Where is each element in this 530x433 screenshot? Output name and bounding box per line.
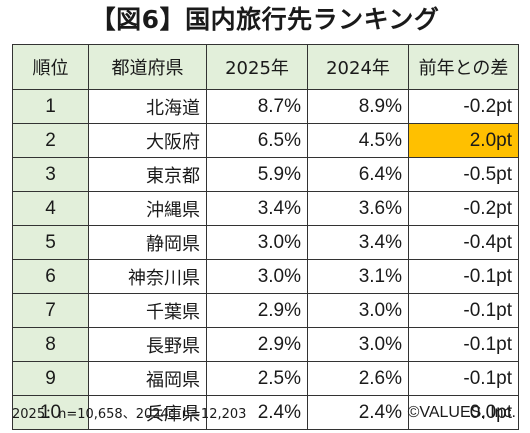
value-2025-cell: 2.9% xyxy=(206,293,308,328)
diff-cell: -0.2pt xyxy=(408,89,519,124)
column-header-2024: 2024年 xyxy=(307,44,409,90)
value-2025-cell: 2.9% xyxy=(206,327,308,362)
diff-cell: -0.1pt xyxy=(408,361,519,396)
column-header-prefecture: 都道府県 xyxy=(88,44,207,90)
diff-cell: 0.0pt xyxy=(408,395,519,430)
value-2025-cell: 5.9% xyxy=(206,157,308,192)
rank-cell: 2 xyxy=(12,123,89,158)
chart-title: 【図6】国内旅行先ランキング xyxy=(90,5,440,34)
value-2024-cell: 8.9% xyxy=(307,89,409,124)
value-2025-cell: 6.5% xyxy=(206,123,308,158)
value-2024-cell: 3.0% xyxy=(307,293,409,328)
rank-cell: 4 xyxy=(12,191,89,226)
prefecture-cell: 千葉県 xyxy=(88,293,207,328)
rank-cell: 3 xyxy=(12,157,89,192)
value-2025-cell: 3.0% xyxy=(206,259,308,294)
value-2024-cell: 3.1% xyxy=(307,259,409,294)
diff-cell: -0.2pt xyxy=(408,191,519,226)
value-2024-cell: 3.4% xyxy=(307,225,409,260)
diff-cell: -0.5pt xyxy=(408,157,519,192)
copyright: ©VALUES, Inc. xyxy=(407,404,516,421)
diff-cell: -0.1pt xyxy=(408,327,519,362)
ranking-table: 順位 都道府県 2025年 2024年 前年との差 1 北海道 8.7% 8.9% -0… xyxy=(12,44,519,430)
table-row: 6 神奈川県 3.0% 3.1% -0.1pt xyxy=(12,259,519,294)
value-2025-cell: 2.5% xyxy=(206,361,308,396)
sample-size-note: 2025：n=10,658、2024：n=12,203 xyxy=(12,407,247,422)
value-2024-cell: 6.4% xyxy=(307,157,409,192)
prefecture-cell: 東京都 xyxy=(88,157,207,192)
value-2025-cell: 8.7% xyxy=(206,89,308,124)
table-row: 2 大阪府 6.5% 4.5% 2.0pt xyxy=(12,123,519,158)
value-2024-cell: 4.5% xyxy=(307,123,409,158)
table-row: 7 千葉県 2.9% 3.0% -0.1pt xyxy=(12,293,519,328)
prefecture-cell: 兵庫県 xyxy=(88,395,207,430)
prefecture-cell: 福岡県 xyxy=(88,361,207,396)
prefecture-cell: 沖縄県 xyxy=(88,191,207,226)
diff-cell: -0.1pt xyxy=(408,259,519,294)
table-row: 5 静岡県 3.0% 3.4% -0.4pt xyxy=(12,225,519,260)
rank-cell: 7 xyxy=(12,293,89,328)
diff-cell: -0.1pt xyxy=(408,293,519,328)
table-body: 1 北海道 8.7% 8.9% -0.2pt 2 大阪府 6.5% 4.5% 2.0pt 3 東京都 5… xyxy=(12,89,519,430)
value-2024-cell: 2.4% xyxy=(307,395,409,430)
prefecture-cell: 北海道 xyxy=(88,89,207,124)
table-header-row: 順位 都道府県 2025年 2024年 前年との差 xyxy=(12,44,519,90)
column-header-2025: 2025年 xyxy=(206,44,308,90)
value-2024-cell: 3.6% xyxy=(307,191,409,226)
table-row: 9 福岡県 2.5% 2.6% -0.1pt xyxy=(12,361,519,396)
diff-cell: -0.4pt xyxy=(408,225,519,260)
table-row: 8 長野県 2.9% 3.0% -0.1pt xyxy=(12,327,519,362)
rank-cell: 5 xyxy=(12,225,89,260)
prefecture-cell: 静岡県 xyxy=(88,225,207,260)
table-row: 3 東京都 5.9% 6.4% -0.5pt xyxy=(12,157,519,192)
value-2025-cell: 2.4% xyxy=(206,395,308,430)
prefecture-cell: 長野県 xyxy=(88,327,207,362)
prefecture-cell: 神奈川県 xyxy=(88,259,207,294)
value-2025-cell: 3.4% xyxy=(206,191,308,226)
column-header-diff: 前年との差 xyxy=(408,44,519,90)
table-row: 1 北海道 8.7% 8.9% -0.2pt xyxy=(12,89,519,124)
prefecture-cell: 大阪府 xyxy=(88,123,207,158)
value-2024-cell: 3.0% xyxy=(307,327,409,362)
table-row: 4 沖縄県 3.4% 3.6% -0.2pt xyxy=(12,191,519,226)
rank-cell: 8 xyxy=(12,327,89,362)
rank-cell: 1 xyxy=(12,89,89,124)
rank-cell: 10 xyxy=(12,395,89,430)
rank-cell: 6 xyxy=(12,259,89,294)
table-row: 10 兵庫県 2.4% 2.4% 0.0pt xyxy=(12,395,519,430)
column-header-rank: 順位 xyxy=(12,44,89,90)
diff-cell: 2.0pt xyxy=(408,123,519,158)
value-2025-cell: 3.0% xyxy=(206,225,308,260)
value-2024-cell: 2.6% xyxy=(307,361,409,396)
rank-cell: 9 xyxy=(12,361,89,396)
